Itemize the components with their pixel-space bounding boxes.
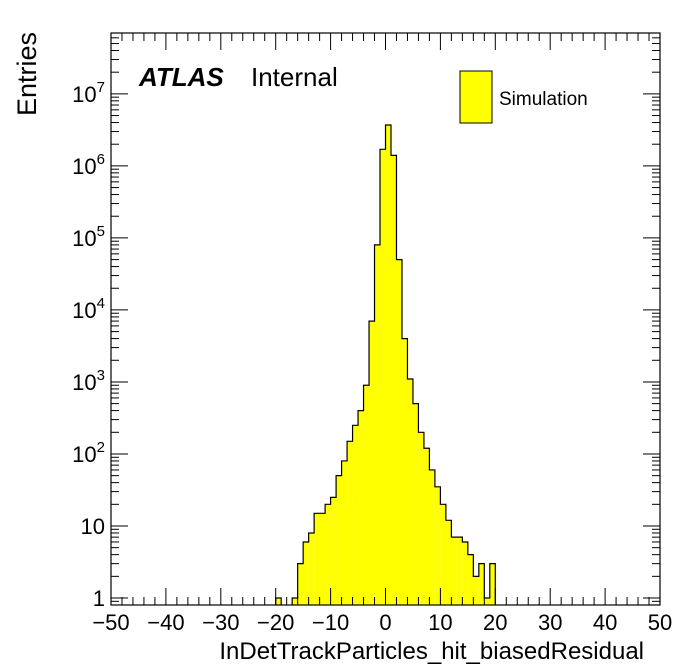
y-tick-exponent: 2: [97, 439, 105, 456]
histogram-bar: [484, 598, 490, 605]
histogram-bar: [451, 537, 457, 605]
histogram-bar: [374, 244, 381, 605]
histogram-bar: [325, 504, 331, 605]
histogram-bar: [390, 155, 397, 605]
histogram-bar: [363, 385, 370, 605]
histogram-bar: [434, 486, 441, 605]
histogram-bar: [478, 563, 485, 605]
y-tick-base: 10: [72, 370, 96, 395]
histogram-bar: [347, 441, 353, 605]
histogram-bar: [440, 504, 446, 605]
y-tick-exponent: 7: [97, 79, 105, 96]
histogram-bars: [275, 124, 496, 606]
histogram-bar: [445, 520, 452, 605]
y-tick-base: 10: [72, 226, 96, 251]
x-tick-label: −10: [312, 610, 349, 635]
y-tick-exponent: 6: [97, 151, 105, 168]
x-tick-label: 0: [379, 610, 391, 635]
x-tick-label: 30: [538, 610, 562, 635]
y-tick-label: 1: [93, 586, 105, 611]
y-tick-label: 102: [72, 439, 105, 467]
y-tick-base: 10: [81, 514, 105, 539]
axis-ticks: [110, 32, 661, 606]
histogram-bar: [297, 563, 304, 605]
x-tick-label: 40: [593, 610, 617, 635]
histogram-bar: [467, 554, 474, 605]
histogram-bar: [423, 448, 430, 605]
atlas-label: ATLAS: [138, 62, 224, 92]
histogram-bar: [292, 598, 298, 605]
y-tick-exponent: 4: [97, 295, 105, 312]
histogram-bar: [336, 475, 342, 605]
histogram-bar: [456, 537, 463, 605]
histogram-bar: [369, 321, 375, 605]
histogram-bar: [303, 541, 309, 605]
x-tick-label: −50: [92, 610, 129, 635]
y-tick-label: 104: [72, 295, 105, 323]
y-axis-label: Entries: [12, 32, 42, 116]
y-tick-label: 103: [72, 367, 105, 395]
histogram-bar: [462, 541, 468, 605]
y-tick-base: 10: [72, 154, 96, 179]
axis-tick-labels: −50 −40 −30 −20 −10 0 10 20 30 40 5011010210310410…: [72, 79, 672, 635]
x-axis-label: InDetTrackParticles_hit_biasedResidual: [219, 638, 644, 665]
atlas-sublabel: Internal: [251, 62, 338, 92]
histogram-bar: [385, 124, 391, 606]
x-tick-label: 10: [428, 610, 452, 635]
legend-label: Simulation: [499, 89, 588, 110]
x-tick-label: 50: [648, 610, 672, 635]
histogram-bar: [401, 338, 408, 605]
histogram-bar: [352, 425, 359, 605]
y-tick-exponent: 3: [97, 367, 105, 384]
histogram-bar: [418, 432, 424, 605]
histogram-bar: [407, 378, 413, 605]
histogram-bar: [412, 403, 419, 605]
y-tick-base: 1: [93, 586, 105, 611]
y-tick-base: 10: [72, 82, 96, 107]
y-tick-label: 107: [72, 79, 105, 107]
histogram-bar: [489, 563, 496, 605]
histogram-bar: [429, 469, 435, 605]
histogram-bar: [314, 513, 320, 605]
histogram-bar: [308, 532, 315, 605]
y-tick-label: 105: [72, 223, 105, 251]
histogram-bar: [275, 598, 282, 605]
y-tick-exponent: 5: [97, 223, 105, 240]
y-tick-base: 10: [72, 442, 96, 467]
histogram-bar: [396, 259, 402, 605]
x-tick-label: 20: [483, 610, 507, 635]
x-tick-label: −30: [202, 610, 239, 635]
y-tick-label: 10: [81, 514, 105, 539]
histogram-bar: [473, 576, 479, 605]
y-tick-label: 106: [72, 151, 105, 179]
y-tick-base: 10: [72, 298, 96, 323]
x-tick-label: −20: [257, 610, 294, 635]
x-tick-label: −40: [147, 610, 184, 635]
histogram-bar: [358, 410, 364, 605]
histogram-bar: [319, 513, 326, 605]
legend-swatch: [459, 70, 493, 124]
legend: Simulation: [459, 70, 588, 124]
histogram-bar: [380, 149, 386, 605]
histogram-bar: [330, 497, 337, 605]
histogram-bar: [341, 460, 348, 605]
